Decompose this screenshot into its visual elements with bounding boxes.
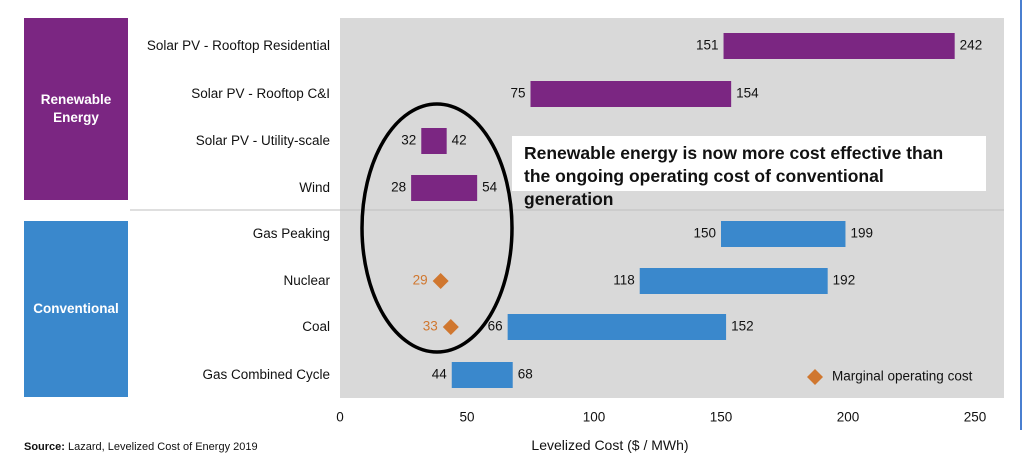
x-tick-label: 250 — [964, 410, 987, 425]
x-axis-label: Levelized Cost ($ / MWh) — [531, 437, 689, 453]
marginal-cost-label: 33 — [423, 319, 438, 334]
source-prefix: Source: — [24, 441, 65, 453]
category-label: Coal — [302, 319, 330, 334]
range-bar — [721, 221, 846, 247]
range-bar — [723, 33, 955, 59]
bar-high-label: 152 — [731, 319, 754, 334]
marginal-cost-marker — [442, 319, 459, 335]
category-label: Wind — [299, 180, 330, 195]
bar-low-label: 28 — [391, 180, 406, 195]
x-tick-label: 100 — [583, 410, 606, 425]
range-bar — [639, 268, 828, 294]
legend-label: Marginal operating cost — [832, 369, 973, 384]
bar-high-label: 199 — [850, 226, 873, 241]
bar-low-label: 118 — [613, 273, 635, 288]
category-label: Gas Combined Cycle — [202, 367, 330, 382]
group-bar-renewable — [24, 18, 128, 200]
source-note: Source: Lazard, Levelized Cost of Energy… — [24, 441, 258, 453]
annotation-callout: Renewable energy is now more cost effect… — [512, 136, 986, 209]
group-label-renewable: Renewable Energy — [40, 92, 112, 125]
category-label: Solar PV - Rooftop Residential — [146, 38, 330, 53]
bar-high-label: 192 — [833, 273, 856, 288]
marginal-cost-marker — [432, 273, 449, 289]
x-tick-label: 50 — [459, 410, 474, 425]
bar-low-label: 151 — [696, 38, 719, 53]
marginal-cost-label: 29 — [413, 273, 428, 288]
group-label-conventional: Conventional — [33, 301, 119, 316]
x-tick-label: 0 — [336, 410, 344, 425]
x-tick-label: 200 — [837, 410, 860, 425]
category-label: Gas Peaking — [252, 226, 330, 241]
source-text: Lazard, Levelized Cost of Energy 2019 — [68, 441, 258, 453]
bar-high-label: 68 — [518, 367, 533, 382]
plot-background — [340, 18, 1004, 398]
range-bar — [411, 175, 478, 201]
bar-low-label: 44 — [432, 367, 448, 382]
highlight-ellipse — [360, 102, 514, 354]
bar-high-label: 154 — [736, 86, 759, 101]
bar-low-label: 150 — [693, 226, 716, 241]
legend-marker — [807, 369, 823, 385]
group-bar-conventional — [24, 221, 128, 397]
category-label: Solar PV - Utility-scale — [195, 133, 330, 148]
range-bar — [451, 362, 513, 388]
bar-low-label: 32 — [401, 133, 416, 148]
x-tick-label: 150 — [710, 410, 733, 425]
range-bar — [530, 81, 732, 107]
bar-high-label: 242 — [960, 38, 983, 53]
bar-high-label: 54 — [482, 180, 498, 195]
category-label: Solar PV - Rooftop C&I — [191, 86, 330, 101]
bar-low-label: 66 — [488, 319, 503, 334]
bar-high-label: 42 — [452, 133, 467, 148]
range-bar — [421, 128, 447, 154]
range-bar — [507, 314, 727, 340]
bar-low-label: 75 — [510, 86, 525, 101]
category-label: Nuclear — [283, 273, 330, 288]
